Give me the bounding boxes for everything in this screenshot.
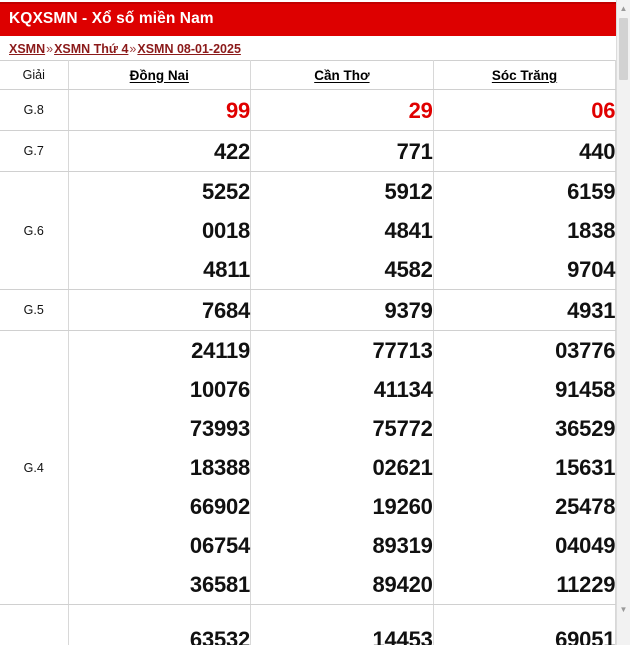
result-number: 6159: [567, 179, 616, 204]
result-cell-g7-dong-nai: 422: [67, 130, 252, 172]
result-number: 77713: [372, 338, 433, 363]
column-header-dong-nai[interactable]: Đồng Nai: [67, 60, 252, 90]
result-number: 15631: [555, 455, 616, 480]
breadcrumb-item-xsmn[interactable]: XSMN: [9, 42, 46, 56]
result-number: 4841: [384, 218, 433, 243]
result-number: 4582: [384, 257, 433, 282]
result-number: 25478: [555, 494, 616, 519]
page-title-bar: KQXSMN - Xổ số miền Nam: [0, 2, 616, 36]
result-number: 36581: [189, 572, 251, 597]
result-cell-g6-soc-trang: 6159 1838 9704: [432, 171, 616, 290]
breadcrumb: XSMN»XSMN Thứ 4»XSMN 08-01-2025: [0, 38, 616, 60]
result-cell-g3-soc-trang: 69051: [432, 604, 616, 645]
result-number: 5252: [201, 179, 251, 204]
column-header-soc-trang-label: Sóc Trăng: [491, 67, 558, 83]
result-number: 89319: [372, 533, 433, 558]
result-number: 10076: [189, 377, 251, 402]
prize-label-g5: G.5: [0, 289, 69, 331]
table-row: G.7 422 771 440: [0, 130, 616, 172]
result-number: 19260: [372, 494, 433, 519]
result-number: 422: [213, 138, 251, 164]
result-cell-g4-can-tho: 77713 41134 75772 02621 19260 89319 8942…: [250, 330, 434, 605]
prize-label-g3: G.3: [0, 604, 69, 645]
breadcrumb-separator: »: [46, 42, 54, 56]
result-number: 7684: [201, 297, 251, 323]
result-number: 440: [579, 138, 616, 164]
table-header-row: Giải Đồng Nai Cần Thơ Sóc Trăng: [0, 60, 616, 90]
table-body: G.8 99 29 06 G.7 422 771: [0, 89, 616, 645]
result-number: 89420: [372, 572, 433, 597]
result-number: 24119: [191, 338, 251, 363]
lottery-results-table: Giải Đồng Nai Cần Thơ Sóc Trăng G.8 99 2…: [0, 60, 616, 645]
result-number: 0018: [201, 218, 251, 243]
result-number: 1838: [567, 218, 616, 243]
table-row: G.3 63532 14453 69051: [0, 604, 616, 645]
result-cell-g6-dong-nai: 5252 0018 4811: [67, 171, 252, 290]
result-number: 69051: [555, 626, 616, 645]
prize-label-g7: G.7: [0, 130, 69, 172]
result-cell-g5-dong-nai: 7684: [67, 289, 252, 331]
result-number: 14453: [372, 626, 433, 645]
table-row: G.6 5252 0018 4811 5912 4841 4582 6159 1…: [0, 171, 616, 290]
scroll-down-arrow-icon[interactable]: ▼: [619, 605, 628, 614]
result-number: 63532: [189, 626, 251, 645]
result-number: 73993: [189, 416, 251, 441]
result-number: 04049: [555, 533, 616, 558]
page-title: KQXSMN - Xổ số miền Nam: [9, 10, 214, 27]
table-row: G.4 24119 10076 73993 18388 66902 06754 …: [0, 330, 616, 605]
column-header-dong-nai-label: Đồng Nai: [129, 67, 189, 83]
breadcrumb-separator: »: [129, 42, 137, 56]
result-cell-g3-dong-nai: 63532: [67, 604, 252, 645]
result-number: 75772: [372, 416, 433, 441]
scroll-up-arrow-icon[interactable]: ▲: [619, 4, 628, 13]
result-number: 18388: [189, 455, 251, 480]
result-number: 06754: [189, 533, 251, 558]
result-number: 36529: [555, 416, 616, 441]
prize-label-g4: G.4: [0, 330, 69, 605]
column-header-can-tho[interactable]: Cần Thơ: [250, 60, 434, 90]
result-cell-g7-can-tho: 771: [250, 130, 434, 172]
vertical-scrollbar[interactable]: ▲ ▼: [616, 0, 630, 645]
breadcrumb-item-date[interactable]: XSMN 08-01-2025: [137, 42, 241, 56]
result-number: 66902: [189, 494, 251, 519]
result-cell-g5-soc-trang: 4931: [432, 289, 616, 331]
column-header-prize: Giải: [0, 60, 69, 90]
result-cell-g8-can-tho: 29: [250, 89, 434, 131]
result-cell-g6-can-tho: 5912 4841 4582: [250, 171, 434, 290]
table-row: G.5 7684 9379 4931: [0, 289, 616, 331]
column-header-soc-trang[interactable]: Sóc Trăng: [432, 60, 616, 90]
result-number: 99: [226, 97, 251, 123]
result-number: 06: [591, 97, 616, 123]
scrollbar-thumb[interactable]: [619, 18, 628, 80]
result-cell-g4-soc-trang: 03776 91458 36529 15631 25478 04049 1122…: [432, 330, 616, 605]
result-number: 771: [396, 138, 433, 164]
table-row: G.8 99 29 06: [0, 89, 616, 131]
result-number: 03776: [555, 338, 616, 363]
result-cell-g3-can-tho: 14453: [250, 604, 434, 645]
result-cell-g8-soc-trang: 06: [432, 89, 616, 131]
result-number: 9704: [567, 257, 616, 282]
result-number: 29: [408, 97, 433, 123]
prize-label-g8: G.8: [0, 89, 69, 131]
result-cell-g8-dong-nai: 99: [67, 89, 252, 131]
result-number: 91458: [555, 377, 616, 402]
prize-label-g6: G.6: [0, 171, 69, 290]
breadcrumb-item-weekday[interactable]: XSMN Thứ 4: [54, 42, 129, 56]
result-cell-g4-dong-nai: 24119 10076 73993 18388 66902 06754 3658…: [67, 330, 252, 605]
result-number: 4931: [567, 297, 616, 323]
result-number: 4811: [203, 257, 251, 282]
column-header-can-tho-label: Cần Thơ: [314, 67, 370, 83]
result-cell-g5-can-tho: 9379: [250, 289, 434, 331]
result-number: 5912: [384, 179, 433, 204]
result-cell-g7-soc-trang: 440: [432, 130, 616, 172]
result-number: 9379: [384, 297, 433, 323]
lottery-results-page: KQXSMN - Xổ số miền Nam XSMN»XSMN Thứ 4»…: [0, 0, 616, 645]
result-number: 41134: [373, 377, 433, 402]
result-number: 11229: [556, 572, 616, 597]
result-number: 02621: [372, 455, 433, 480]
